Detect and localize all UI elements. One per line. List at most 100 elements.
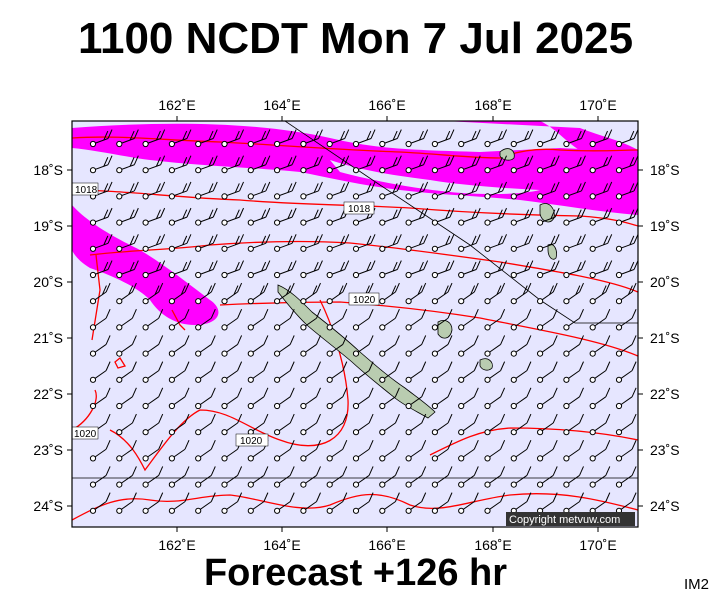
lat-tick-label: 23˚S — [33, 442, 63, 458]
wind-barb — [431, 335, 453, 357]
isobar-1020-j — [114, 357, 127, 369]
wind-barb — [274, 466, 295, 488]
wind-barb — [352, 492, 374, 514]
wind-barb — [142, 387, 164, 410]
wind-barb — [431, 309, 453, 331]
lat-tick-label: 19˚S — [650, 218, 680, 234]
wind-barb — [195, 234, 218, 252]
lat-tick-label: 18˚S — [650, 162, 680, 178]
wind-barb — [615, 234, 638, 252]
wind-barb — [537, 335, 558, 357]
wind-barb — [352, 181, 376, 200]
wind-barb — [563, 234, 586, 252]
wind-barb — [510, 361, 532, 383]
wind-barb — [615, 207, 638, 226]
wind-barb — [431, 413, 453, 436]
wind-barb — [484, 440, 506, 462]
wind-barb — [89, 387, 111, 410]
top-longitude-labels: 162˚E 164˚E 166˚E 168˚E 170˚E — [158, 97, 616, 113]
wind-barb — [431, 361, 453, 383]
wind-barb — [116, 335, 137, 357]
isobar-label: 1018 — [72, 182, 99, 196]
wind-barb — [300, 440, 321, 462]
wind-barb — [379, 155, 402, 174]
wind-barb — [247, 234, 271, 252]
wind-barb — [484, 413, 506, 436]
high-wind-band-west-lower — [105, 255, 175, 310]
wind-barb — [484, 282, 506, 305]
wind-barb — [510, 155, 534, 174]
wind-barb — [326, 181, 350, 200]
wind-barb — [405, 260, 429, 279]
wind-barb — [458, 492, 479, 514]
wind-barb — [142, 413, 164, 436]
wind-barb — [510, 207, 534, 226]
wind-barb — [195, 361, 216, 383]
wind-barb — [563, 413, 584, 436]
isobar-label: 1020 — [72, 426, 99, 440]
wind-barb — [589, 440, 611, 462]
wind-barb — [142, 234, 166, 252]
wind-barb — [274, 260, 297, 279]
lat-tick-label: 24˚S — [33, 498, 63, 514]
wind-barb — [247, 466, 269, 488]
wind-barb — [484, 260, 507, 279]
wind-barb — [142, 207, 166, 226]
lat-tick-label: 21˚S — [650, 330, 680, 346]
wind-barb — [168, 234, 192, 252]
wind-barb — [510, 335, 532, 357]
wind-barb — [458, 440, 479, 462]
wind-barb — [221, 155, 244, 174]
isobar-1018-mid — [72, 189, 638, 227]
wind-barb — [379, 282, 400, 305]
wind-barb — [89, 492, 111, 514]
wind-barb — [247, 155, 271, 174]
wind-barb — [326, 282, 348, 305]
wind-barb — [195, 440, 216, 462]
wind-barb — [274, 129, 297, 148]
lat-tick-label: 20˚S — [650, 274, 680, 290]
wind-barb — [195, 260, 218, 279]
wind-barb — [89, 309, 111, 331]
wind-barb — [89, 466, 111, 488]
wind-barb — [300, 413, 321, 436]
wind-barb — [168, 440, 190, 462]
wind-barb — [326, 260, 350, 279]
isobar-label: 1020 — [348, 292, 380, 306]
wind-barb — [589, 387, 611, 410]
wind-barb — [405, 207, 429, 226]
wind-barb — [484, 309, 506, 331]
lat-tick-label: 21˚S — [33, 330, 63, 346]
wind-barb — [510, 387, 532, 410]
wind-barb — [379, 466, 400, 488]
wind-barb — [431, 129, 455, 148]
wind-barb — [168, 466, 190, 488]
wind-barb — [537, 440, 558, 462]
wind-barb — [221, 129, 244, 148]
wind-barb — [458, 413, 479, 436]
wind-barb — [431, 207, 455, 226]
wind-barb — [116, 129, 139, 148]
wind-barb — [300, 260, 323, 279]
wind-barb — [589, 466, 611, 488]
svg-text:1020: 1020 — [74, 429, 97, 440]
wind-barbs — [89, 129, 638, 514]
wind-barb — [615, 309, 637, 331]
wind-barb — [274, 361, 295, 383]
wind-barb — [168, 335, 190, 357]
wind-barb — [221, 309, 243, 331]
left-latitude-labels: 18˚S 19˚S 20˚S 21˚S 22˚S 23˚S 24˚S — [33, 162, 63, 514]
wind-barb — [221, 207, 244, 226]
lon-tick-label: 164˚E — [263, 97, 300, 113]
wind-barb — [563, 335, 584, 357]
wind-barb — [458, 335, 479, 357]
wind-barb — [563, 181, 586, 200]
wind-barb — [484, 361, 506, 383]
wind-barb — [352, 260, 376, 279]
wind-barb — [89, 440, 111, 462]
wind-barb — [589, 260, 613, 279]
wind-barb — [405, 361, 427, 383]
wind-barb — [352, 413, 374, 436]
wind-barb — [168, 492, 190, 514]
wind-barb — [221, 260, 244, 279]
